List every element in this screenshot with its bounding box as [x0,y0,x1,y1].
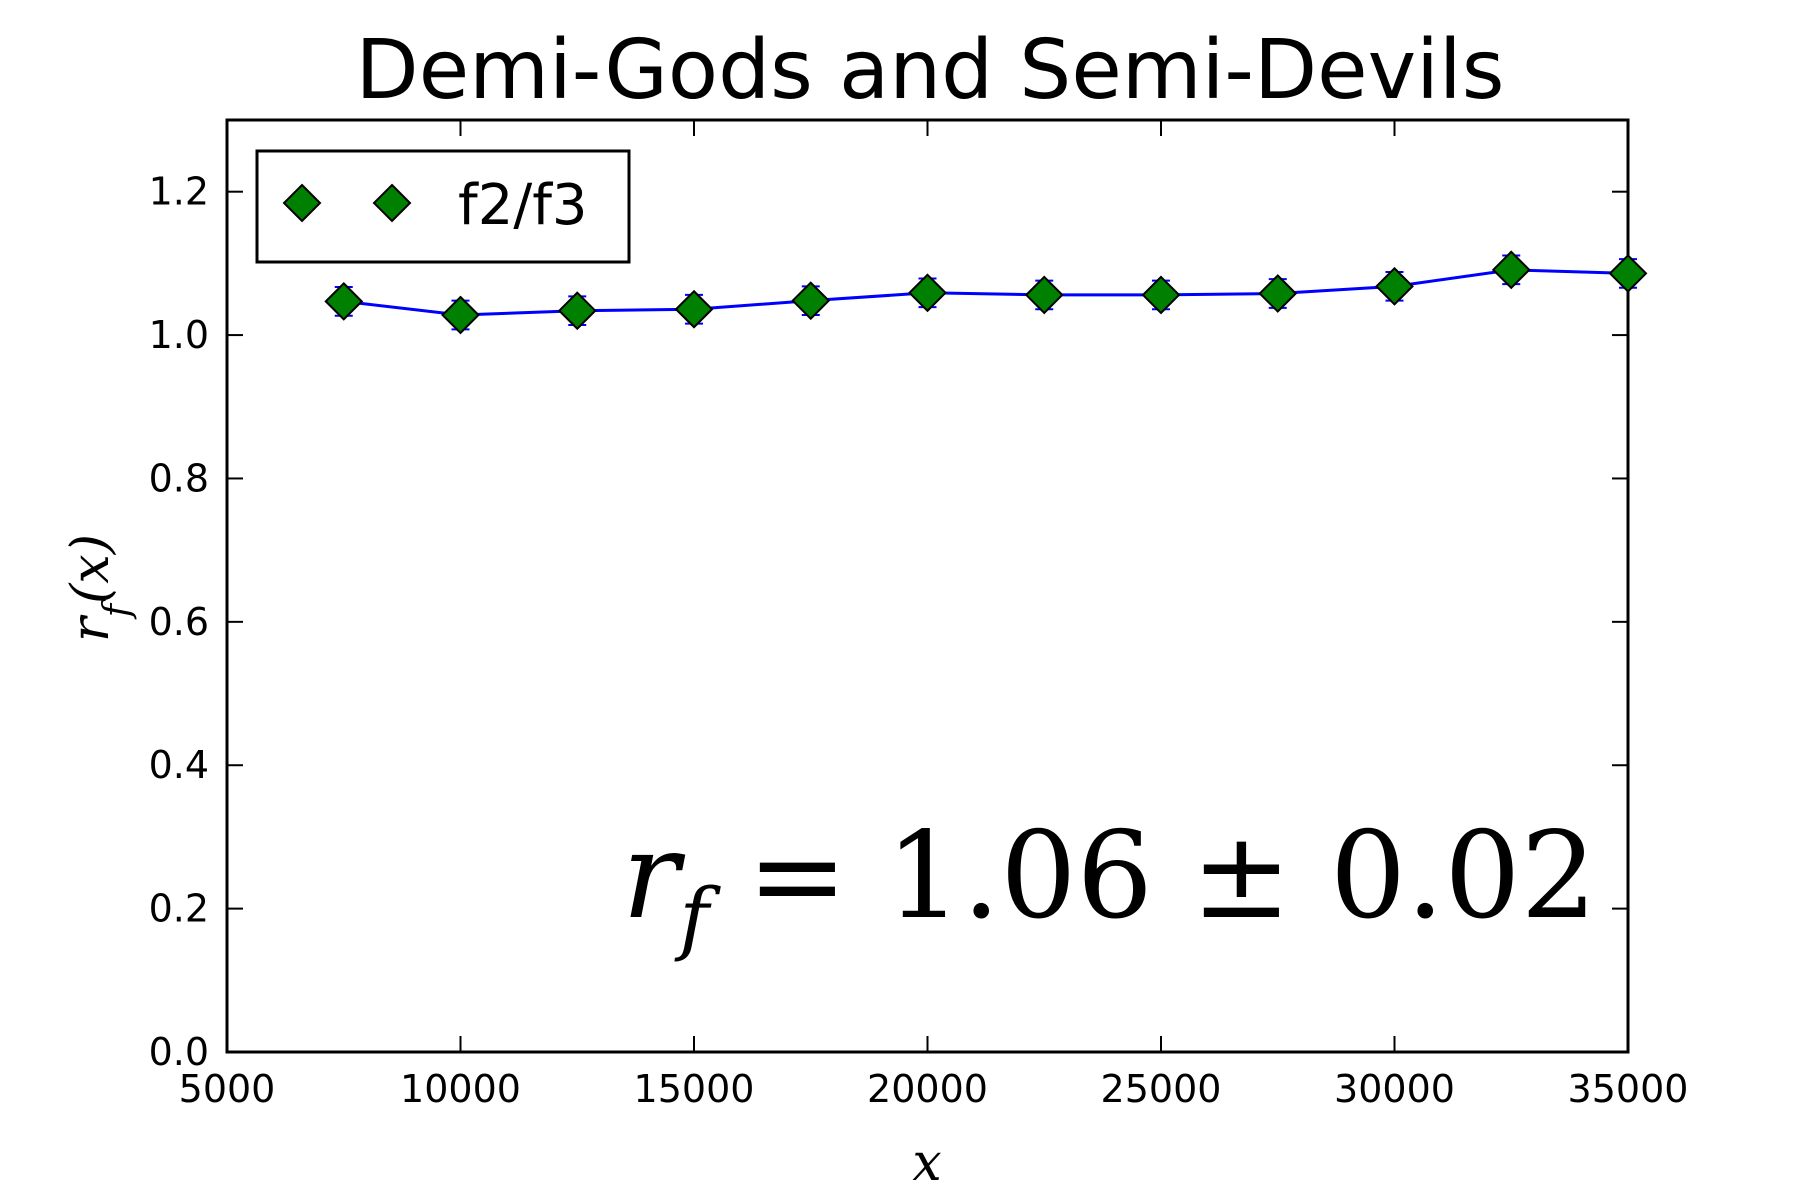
diamond-marker [1608,254,1648,293]
y-tick-label: 0.0 [149,1030,209,1074]
y-tick-label: 0.8 [149,456,209,500]
x-tick-label: 30000 [1334,1067,1455,1111]
chart-title: Demi-Gods and Semi-Devils [356,23,1505,118]
fit-annotation: rf = 1.06 ± 0.02 [622,807,1597,964]
diamond-marker [1375,266,1414,306]
x-tick-label: 10000 [400,1067,521,1111]
x-tick-label: 25000 [1101,1067,1222,1111]
data-point [1258,274,1298,313]
series-line [343,268,1629,317]
legend: f2/f3 [255,149,631,264]
data-point [1375,266,1414,306]
legend-markers [282,183,412,223]
diamond-marker [674,289,714,329]
data-point [1024,275,1064,315]
diamond-marker [1024,275,1064,315]
y-tick-label: 1.0 [149,313,209,357]
diamond-marker [557,291,597,331]
data-point [791,281,831,321]
data-point [674,289,714,329]
x-axis-label: x [912,1133,941,1193]
y-axis-label: rf(x) [61,534,138,642]
legend-label: f2/f3 [458,173,588,238]
data-series [324,250,1648,335]
data-point [1141,275,1181,315]
data-point [441,295,480,335]
x-tick-label: 5000 [179,1067,276,1111]
axes-frame [225,118,1630,1054]
x-tick-label: 35000 [1568,1067,1689,1111]
data-point [324,281,364,321]
legend-box [255,149,631,264]
y-tick-label: 0.2 [149,887,209,931]
diamond-marker [441,295,480,335]
diamond-marker [791,281,831,321]
data-point [908,273,947,313]
axes: 5000 10000 15000 20000 25000 30000 35000 0.0 0.2… [149,118,1689,1111]
y-tick-label: 0.4 [149,743,209,787]
legend-diamond-icon [282,183,322,223]
legend-diamond-icon [372,183,412,223]
diamond-marker [1141,275,1181,315]
y-tick-label: 0.6 [149,600,209,644]
x-tick-label: 15000 [634,1067,755,1111]
y-tick-label: 1.2 [149,170,209,214]
data-point [1608,254,1648,293]
diamond-marker [324,281,364,321]
svg-text:rf(x): rf(x) [61,534,138,642]
diamond-marker [1491,250,1531,290]
x-tick-label: 20000 [867,1067,988,1111]
diamond-marker [908,273,947,313]
diamond-marker [1258,274,1298,313]
data-point [557,291,597,331]
svg-text:rf = 1.06 ± 0.02: rf = 1.06 ± 0.02 [622,807,1597,964]
data-point [1491,250,1531,290]
